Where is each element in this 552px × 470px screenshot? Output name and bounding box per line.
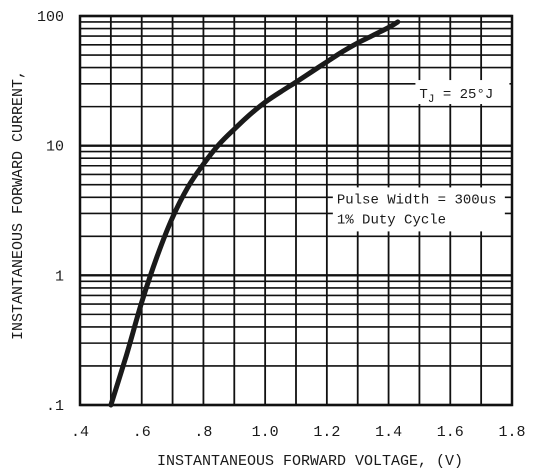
y-tick-label: 10 [46,139,64,156]
x-tick-labels: .4 .6 .8 1.0 1.2 1.4 1.6 1.8 [71,424,526,441]
annotation-box [332,187,505,232]
x-tick-label: 1.8 [498,424,525,441]
y-tick-labels: .1 1 10 100 [37,9,64,415]
plot-frame [78,14,514,407]
x-tick-label: .8 [194,424,212,441]
annotation-box [415,80,510,105]
x-tick-label: 1.6 [437,424,464,441]
x-tick-label: 1.0 [252,424,279,441]
y-tick-label: 100 [37,9,64,26]
annotations: TJ = 25°J Pulse Width = 300us 1% Duty Cycl… [337,87,497,228]
y-axis-label: INSTANTANEOUS FORWARD CURRENT, [10,70,27,340]
annotation-tj: TJ = 25°J [419,87,493,106]
x-tick-label: 1.2 [313,424,340,441]
x-tick-label: 1.4 [375,424,402,441]
x-tick-label: .4 [71,424,89,441]
forward-current-curve [108,19,401,408]
y-tick-label: .1 [46,398,64,415]
y-tick-label: 1 [55,268,64,285]
x-axis-label: INSTANTANEOUS FORWARD VOLTAGE, (V) [157,453,463,470]
x-tick-label: .6 [133,424,151,441]
annotation-line: Pulse Width = 300us [337,192,497,208]
annotation-backgrounds [332,80,510,232]
annotation-line: 1% Duty Cycle [337,212,446,228]
